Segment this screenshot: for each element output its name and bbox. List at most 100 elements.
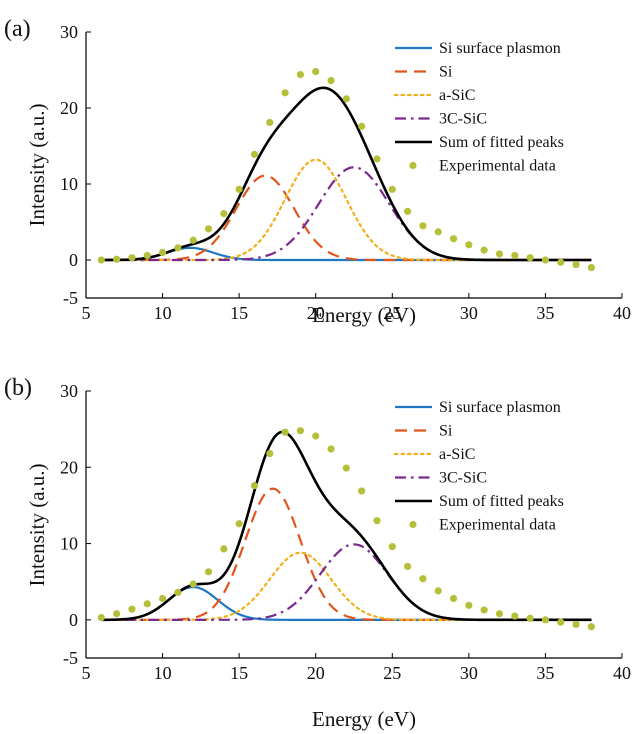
experimental-point xyxy=(480,606,488,614)
x-tick-label: 40 xyxy=(613,663,631,683)
series-line-sum-of-fitted-peaks xyxy=(101,430,592,622)
legend-swatch xyxy=(409,520,417,529)
experimental-point xyxy=(312,67,320,76)
experimental-point xyxy=(434,587,442,595)
experimental-point xyxy=(113,610,121,618)
experimental-point xyxy=(281,428,289,436)
x-tick-label: 35 xyxy=(536,303,554,323)
experimental-point xyxy=(388,543,396,551)
experimental-point xyxy=(128,605,136,613)
legend-entry: Experimental data xyxy=(439,158,556,175)
x-tick-label: 5 xyxy=(82,663,91,683)
x-tick-label: 30 xyxy=(460,303,478,323)
experimental-point xyxy=(327,445,335,453)
experimental-point xyxy=(342,464,350,472)
experimental-point xyxy=(511,612,519,620)
y-tick-label: 20 xyxy=(60,98,78,118)
experimental-point xyxy=(174,588,182,596)
experimental-point xyxy=(97,613,105,622)
experimental-point xyxy=(204,568,213,576)
experimental-point xyxy=(404,207,412,215)
experimental-point xyxy=(572,620,580,629)
legend-entry: Si xyxy=(439,64,453,81)
x-tick-label: 15 xyxy=(230,303,248,323)
x-tick-label: 20 xyxy=(307,663,325,683)
series-line-si xyxy=(101,174,592,262)
experimental-point xyxy=(526,254,534,262)
x-tick-label: 35 xyxy=(536,663,554,683)
experimental-point xyxy=(250,481,259,490)
experimental-point xyxy=(419,575,427,583)
experimental-point xyxy=(373,155,381,163)
y-tick-label: 0 xyxy=(69,610,78,630)
experimental-point xyxy=(511,251,519,260)
experimental-point xyxy=(342,95,350,103)
experimental-point xyxy=(312,432,320,440)
experimental-point xyxy=(189,580,197,588)
experimental-point xyxy=(495,610,504,618)
legend-entry: a-SiC xyxy=(439,446,475,463)
y-tick-label: 0 xyxy=(69,250,78,270)
y-tick-label: 10 xyxy=(60,174,78,194)
experimental-point xyxy=(495,250,504,258)
experimental-point xyxy=(189,236,197,244)
experimental-point xyxy=(358,122,366,130)
y-tick-label: -5 xyxy=(63,288,78,308)
experimental-point xyxy=(541,256,550,264)
experimental-point xyxy=(358,487,366,495)
experimental-point xyxy=(296,70,304,79)
x-axis-label: Energy (eV) xyxy=(312,303,416,327)
experimental-point xyxy=(174,244,182,252)
panel-label: (b) xyxy=(4,375,32,401)
legend-entry: 3C-SiC xyxy=(439,470,487,487)
experimental-point xyxy=(587,264,595,272)
experimental-point xyxy=(158,594,167,603)
experimental-point xyxy=(449,594,458,603)
legend-entry: 3C-SiC xyxy=(439,111,487,128)
x-tick-label: 10 xyxy=(154,303,172,323)
y-tick-label: 10 xyxy=(60,534,78,554)
legend-entry: Experimental data xyxy=(439,517,556,534)
experimental-point xyxy=(250,150,259,158)
x-tick-label: 10 xyxy=(154,663,172,683)
x-tick-label: 25 xyxy=(383,663,401,683)
experimental-point xyxy=(373,517,381,525)
experimental-point xyxy=(419,222,427,230)
y-tick-label: 30 xyxy=(60,381,78,401)
experimental-point xyxy=(327,77,335,85)
experimental-point xyxy=(266,449,274,458)
x-tick-label: 15 xyxy=(230,663,248,683)
x-tick-label: 30 xyxy=(460,663,478,683)
experimental-point xyxy=(296,427,304,435)
experimental-point xyxy=(572,260,580,269)
experimental-point xyxy=(465,601,473,609)
series-line-a-sic xyxy=(100,158,593,262)
panel-a: 5 10 15 20 25 30 35 40 -5 0 10 20 30 Energy (eV) Inten… xyxy=(4,16,631,327)
experimental-point xyxy=(465,241,473,249)
experimental-point xyxy=(557,618,565,626)
legend-entry: a-SiC xyxy=(439,87,475,104)
legend-entry: Si surface plasmon xyxy=(439,40,561,57)
experimental-point xyxy=(526,614,534,622)
experimental-point xyxy=(449,235,458,243)
x-tick-label: 5 xyxy=(82,303,91,323)
series-line-3c-sic xyxy=(101,543,592,621)
y-tick-label: -5 xyxy=(63,648,78,668)
experimental-point xyxy=(204,225,213,233)
x-axis-label: Energy (eV) xyxy=(312,707,416,731)
series-line-3c-sic xyxy=(101,166,592,262)
legend-entry: Sum of fitted peaks xyxy=(439,134,564,151)
experimental-point xyxy=(541,616,550,624)
y-axis-label: Intensity (a.u.) xyxy=(25,463,49,586)
x-tick-label: 25 xyxy=(383,303,401,323)
experimental-point xyxy=(128,254,136,262)
experimental-point xyxy=(404,562,412,571)
experimental-point xyxy=(97,256,105,264)
experimental-point xyxy=(235,520,243,528)
x-tick-label: 40 xyxy=(613,303,631,323)
y-axis-label: Intensity (a.u.) xyxy=(25,103,49,226)
experimental-point xyxy=(220,210,228,218)
legend-swatch xyxy=(409,161,417,170)
legend-entry: Si xyxy=(439,423,453,440)
